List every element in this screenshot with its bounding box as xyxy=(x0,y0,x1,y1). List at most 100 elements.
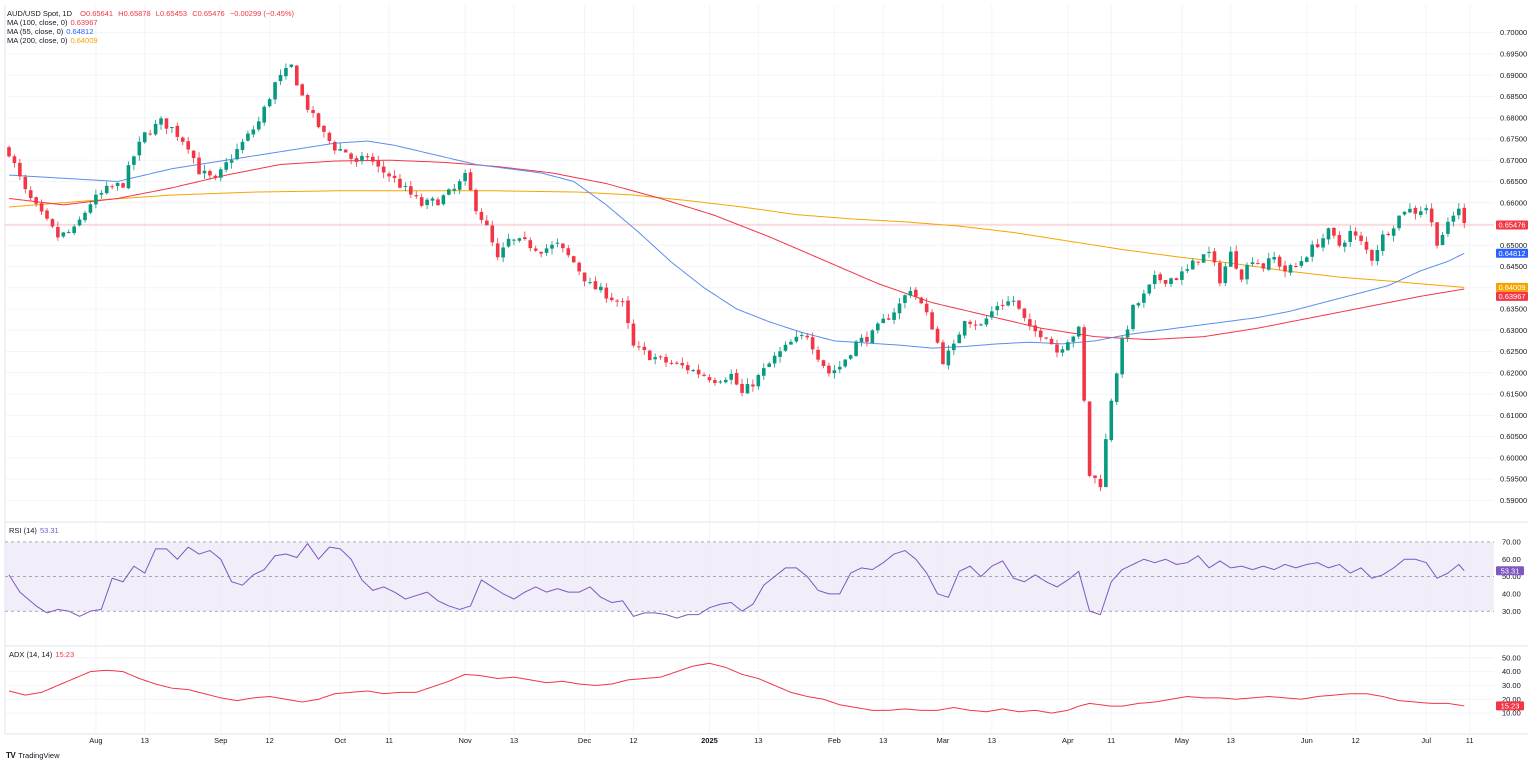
candle-body xyxy=(88,204,93,213)
candle-body xyxy=(968,321,972,324)
candle xyxy=(908,286,913,299)
date-tick-label: Mar xyxy=(936,736,949,745)
candle xyxy=(1429,203,1434,227)
candle xyxy=(691,368,695,372)
date-tick-label: 13 xyxy=(1227,736,1235,745)
candle-body xyxy=(886,318,891,320)
candle xyxy=(72,224,76,236)
candle-body xyxy=(61,232,66,237)
price-tick-label: 0.65000 xyxy=(1500,241,1527,250)
candle-body xyxy=(1114,373,1119,402)
candle xyxy=(789,339,793,345)
candle xyxy=(1174,277,1179,281)
candle-body xyxy=(1218,262,1222,284)
candle-body xyxy=(104,185,109,194)
candle-body xyxy=(680,362,685,366)
candle-body xyxy=(403,186,408,188)
candle-body xyxy=(571,256,576,263)
candle xyxy=(1022,308,1027,322)
candle-body xyxy=(1462,207,1467,224)
candle-body xyxy=(1299,261,1304,266)
candle-body xyxy=(723,379,728,383)
candle xyxy=(202,164,207,180)
candle-body xyxy=(990,311,994,318)
candle xyxy=(881,313,886,324)
candle xyxy=(300,83,305,97)
candle-body xyxy=(425,199,429,206)
candle-body xyxy=(1180,271,1184,280)
candle-body xyxy=(468,172,473,191)
candle xyxy=(398,174,402,189)
candle xyxy=(343,149,348,153)
candle-body xyxy=(474,189,478,212)
candle xyxy=(751,379,755,392)
candle xyxy=(550,241,554,255)
high-value: H0.65878 xyxy=(118,9,151,18)
candle xyxy=(1348,225,1353,248)
candle xyxy=(1424,204,1429,215)
tradingview-brand[interactable]: TV TradingView xyxy=(6,751,60,760)
candle xyxy=(66,229,71,234)
rsi-legend-value: 53.31 xyxy=(39,526,59,535)
candle xyxy=(333,140,337,155)
candle xyxy=(957,331,962,344)
candle-body xyxy=(837,366,842,370)
candle-body xyxy=(783,344,788,351)
candle xyxy=(137,136,142,161)
price-tick-label: 0.60000 xyxy=(1500,453,1527,462)
candle xyxy=(604,283,609,303)
candle-body xyxy=(409,186,413,195)
candle xyxy=(528,237,533,252)
candle-body xyxy=(935,328,940,343)
candle-body xyxy=(1261,263,1266,269)
candle xyxy=(1185,264,1190,274)
price-tick-label: 0.59500 xyxy=(1500,475,1527,484)
candle xyxy=(1087,401,1092,478)
candle-body xyxy=(452,188,457,191)
candle-body xyxy=(658,356,663,358)
candle xyxy=(1413,205,1418,220)
candle xyxy=(1163,280,1168,287)
candle xyxy=(170,126,174,133)
change-value: −0.00299 (−0.45%) xyxy=(229,9,295,18)
close-value: C0.65476 xyxy=(192,9,225,18)
ma100-line xyxy=(8,159,1465,341)
candle-body xyxy=(539,251,543,254)
candle-body xyxy=(208,170,212,176)
candle-body xyxy=(647,350,652,361)
candle-body xyxy=(984,318,989,325)
candle xyxy=(495,237,500,261)
candle-body xyxy=(50,219,55,227)
candle-body xyxy=(1424,208,1429,211)
date-tick-label: 13 xyxy=(141,736,149,745)
candle-body xyxy=(213,175,218,178)
candle xyxy=(555,238,560,248)
candle xyxy=(419,193,424,208)
tradingview-logo-icon: TV xyxy=(6,751,16,760)
candle xyxy=(1332,227,1336,239)
candle-body xyxy=(191,150,196,159)
candle-body xyxy=(343,149,348,153)
price-marker-label: 0.65476 xyxy=(1498,221,1525,230)
candle-body xyxy=(751,384,755,387)
candle xyxy=(436,197,440,206)
candle xyxy=(734,368,739,386)
candle-body xyxy=(23,176,28,190)
date-tick-label: 12 xyxy=(1351,736,1359,745)
candle xyxy=(544,244,549,256)
candle xyxy=(593,276,598,290)
candle xyxy=(588,277,592,285)
candle-body xyxy=(1174,278,1179,281)
candle-body xyxy=(1185,269,1190,271)
date-tick-label: 11 xyxy=(1466,736,1474,745)
candle xyxy=(1397,215,1401,231)
candle-body xyxy=(566,248,571,256)
candle xyxy=(810,332,815,355)
price-marker-box xyxy=(1496,291,1528,301)
candle-body xyxy=(235,149,239,160)
ma100-legend: MA (100, close, 0) 0.63967 xyxy=(7,18,294,27)
candle-body xyxy=(1391,228,1396,236)
candle xyxy=(653,353,657,365)
candle xyxy=(18,158,22,181)
